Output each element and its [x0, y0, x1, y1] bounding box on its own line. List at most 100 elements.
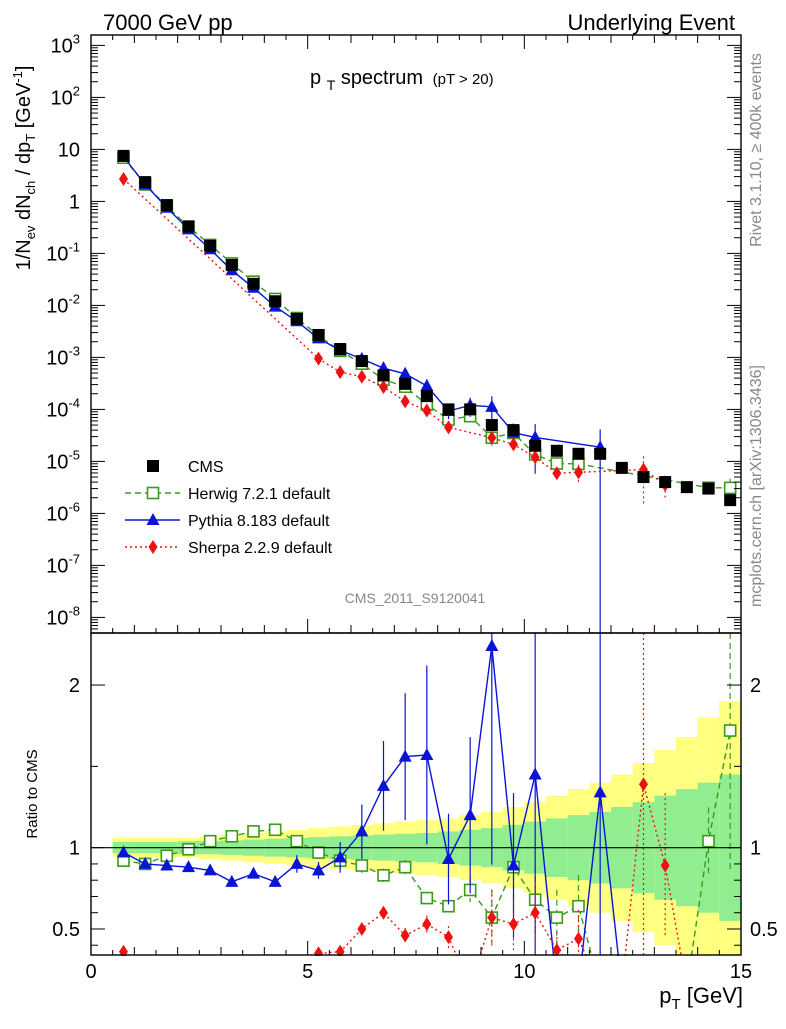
- main-point-sherpa-9: [314, 351, 323, 366]
- text-layer: 7000 GeV pp Underlying Event Rivet 3.1.1…: [10, 10, 765, 1013]
- ratio-point-herwig-28: [723, 724, 737, 737]
- x-tick-label-3: 15: [730, 961, 752, 983]
- ratio-point-pythia-7: [268, 874, 282, 887]
- cms-point-12: [377, 369, 390, 382]
- main-point-pythia-13: [398, 366, 412, 379]
- main-point-pythia-17: [485, 399, 499, 412]
- y-tick-label-5: 10-3: [46, 343, 80, 369]
- ratio-point-herwig-27: [702, 834, 715, 848]
- ratio-point-pythia-11: [355, 824, 369, 837]
- ratio-point-pythia-5: [225, 874, 239, 887]
- ratio-point-sherpa-21: [574, 931, 583, 946]
- x-axis-label: pT [GeV]: [659, 983, 743, 1013]
- ratio-point-pythia-8: [290, 856, 304, 869]
- ylabel-part-3: ch: [23, 181, 38, 195]
- ratio-point-pythia-15: [442, 852, 455, 865]
- y-tick-base-7: 10: [46, 243, 68, 265]
- main-series-sherpa: [119, 171, 670, 506]
- main-point-herwig-28: [723, 481, 737, 495]
- y-tick-base-5: 10: [46, 347, 68, 369]
- cms-point-0: [117, 149, 130, 162]
- y-tick-base-10: 10: [51, 87, 73, 109]
- y-tick-exp-11: 3: [73, 31, 80, 46]
- y-tick-label-11: 103: [51, 31, 80, 57]
- y-tick-exp-1: -7: [68, 551, 80, 566]
- legend-marker-0: [147, 460, 159, 472]
- cms-point-5: [225, 258, 238, 271]
- ratio-point-pythia-6: [247, 866, 260, 879]
- ratio-point-herwig-14: [420, 891, 434, 905]
- cms-point-15: [442, 403, 455, 416]
- ratio-point-pythia-2: [160, 858, 174, 871]
- ratio-point-pythia-16: [463, 808, 477, 821]
- ratio-point-sherpa-18: [509, 917, 518, 932]
- cms-point-10: [334, 343, 347, 356]
- ratio-point-pythia-18: [507, 858, 520, 871]
- ylabel-part-5: T: [23, 134, 38, 142]
- cms-point-23: [615, 461, 628, 474]
- y-tick-base-6: 10: [46, 295, 68, 317]
- x-tick-label-1: 5: [302, 961, 313, 983]
- ratio-point-pythia-3: [182, 860, 195, 873]
- main-point-sherpa-11: [357, 369, 367, 384]
- ratio-point-herwig-8: [290, 834, 304, 848]
- ratio-point-pythia-12: [377, 778, 390, 791]
- ratio-point-sherpa-11: [357, 921, 367, 936]
- cms-point-2: [160, 199, 173, 212]
- main-point-sherpa-12: [379, 379, 388, 394]
- cms-point-16: [464, 403, 477, 416]
- ratio-point-pythia-10: [333, 850, 347, 863]
- ratio-clip-bottom: [0, 956, 786, 1024]
- y-tick-label-1: 10-7: [46, 551, 80, 577]
- y-tick-exp-10: 2: [73, 83, 80, 98]
- cms-point-11: [355, 355, 368, 368]
- y-tick-exp-6: -2: [68, 291, 80, 306]
- xlabel-main: p: [659, 983, 671, 1008]
- ratio-tick-label-left-2: 2: [69, 675, 80, 697]
- ratio-point-sherpa-24: [639, 777, 648, 792]
- ratio-point-herwig-21: [572, 899, 585, 913]
- y-tick-exp-7: -1: [68, 239, 80, 254]
- ylabel-part-0: 1/N: [13, 239, 35, 270]
- y-tick-label-10: 102: [51, 83, 80, 109]
- y-tick-label-3: 10-5: [46, 447, 80, 473]
- clip-top: [0, 0, 786, 34]
- header-right: Underlying Event: [567, 10, 735, 35]
- analysis-id: CMS_2011_S9120041: [345, 590, 486, 606]
- ratio-point-sherpa-25: [660, 858, 670, 873]
- main-line-pythia: [122, 156, 601, 448]
- ratio-point-sherpa-14: [422, 917, 432, 932]
- ratio-point-sherpa-12: [379, 905, 388, 920]
- ratio-point-sherpa-15: [444, 930, 453, 945]
- main-point-sherpa-18: [509, 437, 518, 452]
- title-rest: spectrum: [341, 67, 423, 89]
- curves-layer: [117, 149, 737, 633]
- cms-point-20: [550, 444, 563, 457]
- mcplots-label: mcplots.cern.ch [arXiv:1306.3436]: [748, 365, 765, 607]
- main-point-sherpa-19: [530, 450, 540, 465]
- ratio-point-herwig-5: [225, 829, 239, 843]
- legend-marker-3: [148, 540, 158, 554]
- y-tick-label-9: 10: [58, 139, 80, 161]
- ratio-point-sherpa-17: [487, 910, 497, 925]
- title-sub: T: [327, 77, 336, 93]
- y-tick-exp-2: -6: [68, 499, 80, 514]
- cms-point-26: [680, 481, 693, 494]
- axes-layer: 0 5 10 1510-810-710-610-510-410-310-210-111…: [46, 31, 778, 983]
- xlabel-sub: T: [671, 996, 680, 1013]
- ylabel-part-8: ]: [13, 66, 35, 72]
- ratio-point-pythia-1: [138, 856, 152, 869]
- main-point-sherpa-13: [400, 394, 410, 409]
- ratio-tick-label-right-2: 2: [750, 675, 761, 697]
- ratio-point-herwig-12: [377, 869, 390, 882]
- main-point-sherpa-0: [119, 171, 128, 186]
- ratio-point-pythia-19: [528, 767, 542, 780]
- y-tick-label-6: 10-2: [46, 291, 80, 317]
- cms-point-17: [485, 419, 498, 432]
- y-tick-exp-4: -4: [68, 395, 80, 410]
- ratio-point-herwig-7: [268, 823, 282, 837]
- main-point-pythia-14: [420, 378, 434, 391]
- ratio-tick-label-right-0: 0.5: [750, 919, 778, 941]
- cms-point-22: [594, 447, 607, 460]
